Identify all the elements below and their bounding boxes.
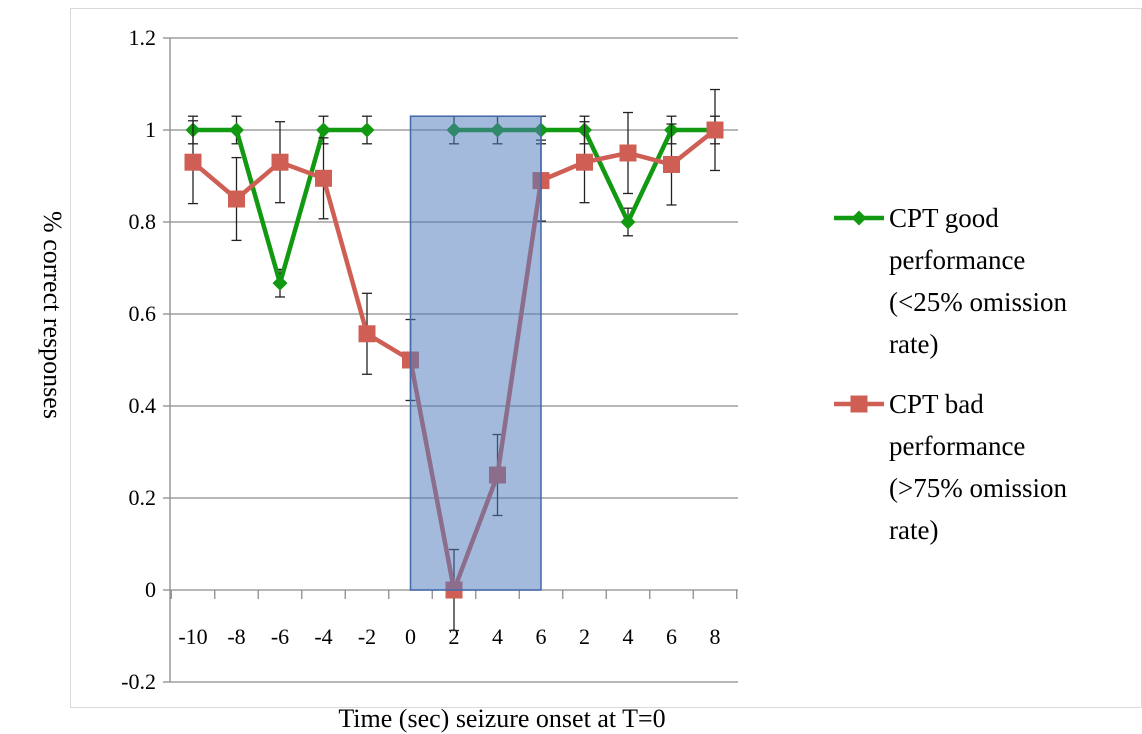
data-point <box>271 153 289 171</box>
y-tick-label: 0 <box>145 577 156 602</box>
legend-label-line: rate) <box>889 329 938 359</box>
data-point <box>229 122 244 138</box>
legend-label: CPT good performance (<25% omission rate) <box>889 203 1067 359</box>
x-tick-label: 2 <box>579 624 590 649</box>
legend-label-line: CPT good <box>889 203 999 233</box>
x-tick-label: 0 <box>405 624 416 649</box>
x-tick-label: -2 <box>358 624 376 649</box>
data-point <box>851 210 867 226</box>
x-tick-label: -6 <box>271 624 289 649</box>
data-point <box>706 121 724 139</box>
legend-label: CPT bad performance (>75% omission rate) <box>889 389 1067 545</box>
y-tick-label: 0.6 <box>129 301 157 326</box>
legend-label-line: (<25% omission <box>889 287 1067 317</box>
y-tick-labels: -0.2 0 0.2 0.4 0.6 0.8 1 1.2 <box>121 25 156 694</box>
x-tick-label: -8 <box>227 624 245 649</box>
x-tick-label: 4 <box>492 624 503 649</box>
x-tick-label: 8 <box>710 624 721 649</box>
highlight-layer <box>409 115 542 591</box>
data-point <box>272 275 288 291</box>
data-point <box>619 144 637 162</box>
highlight-region <box>409 115 542 591</box>
y-tick-label: 1.2 <box>129 25 157 50</box>
x-tick-label: 6 <box>536 624 547 649</box>
data-point <box>184 153 202 171</box>
x-tick-label: -10 <box>178 624 207 649</box>
x-tick-label: 6 <box>666 624 677 649</box>
data-point <box>358 325 376 343</box>
data-point <box>620 214 636 230</box>
y-tick-label: 0.4 <box>129 393 157 418</box>
axes <box>163 37 738 683</box>
data-point <box>315 169 332 187</box>
legend: CPT good performance (<25% omission rate)CP… <box>834 203 1067 545</box>
grid-lines <box>170 37 738 683</box>
legend-label-line: performance <box>889 431 1025 461</box>
data-point <box>576 153 593 171</box>
legend-item-1: CPT good performance (<25% omission rate) <box>834 203 1067 359</box>
data-point <box>359 122 375 138</box>
data-point <box>228 190 245 208</box>
y-tick-label: 1 <box>145 117 156 142</box>
legend-label-line: CPT bad <box>889 389 984 419</box>
legend-item-2: CPT bad performance (>75% omission rate) <box>834 389 1067 545</box>
y-tick-label: 0.8 <box>129 209 157 234</box>
y-tick-label: 0.2 <box>129 485 157 510</box>
data-point <box>316 122 331 138</box>
legend-label-line: rate) <box>889 515 938 545</box>
data-point <box>663 156 680 173</box>
x-tick-labels: -10 -8 -6 -4 -2 0 2 4 6 2 4 6 8 <box>178 624 720 649</box>
y-axis-label: % correct responses <box>38 211 67 419</box>
x-tick-label: 4 <box>623 624 634 649</box>
legend-label-line: performance <box>889 245 1025 275</box>
data-point <box>850 395 868 413</box>
y-tick-label: -0.2 <box>121 669 156 694</box>
x-tick-label: 2 <box>449 624 460 649</box>
legend-label-line: (>75% omission <box>889 473 1067 503</box>
x-tick-label: -4 <box>314 624 332 649</box>
x-axis-label: Time (sec) seizure onset at T=0 <box>338 704 665 733</box>
